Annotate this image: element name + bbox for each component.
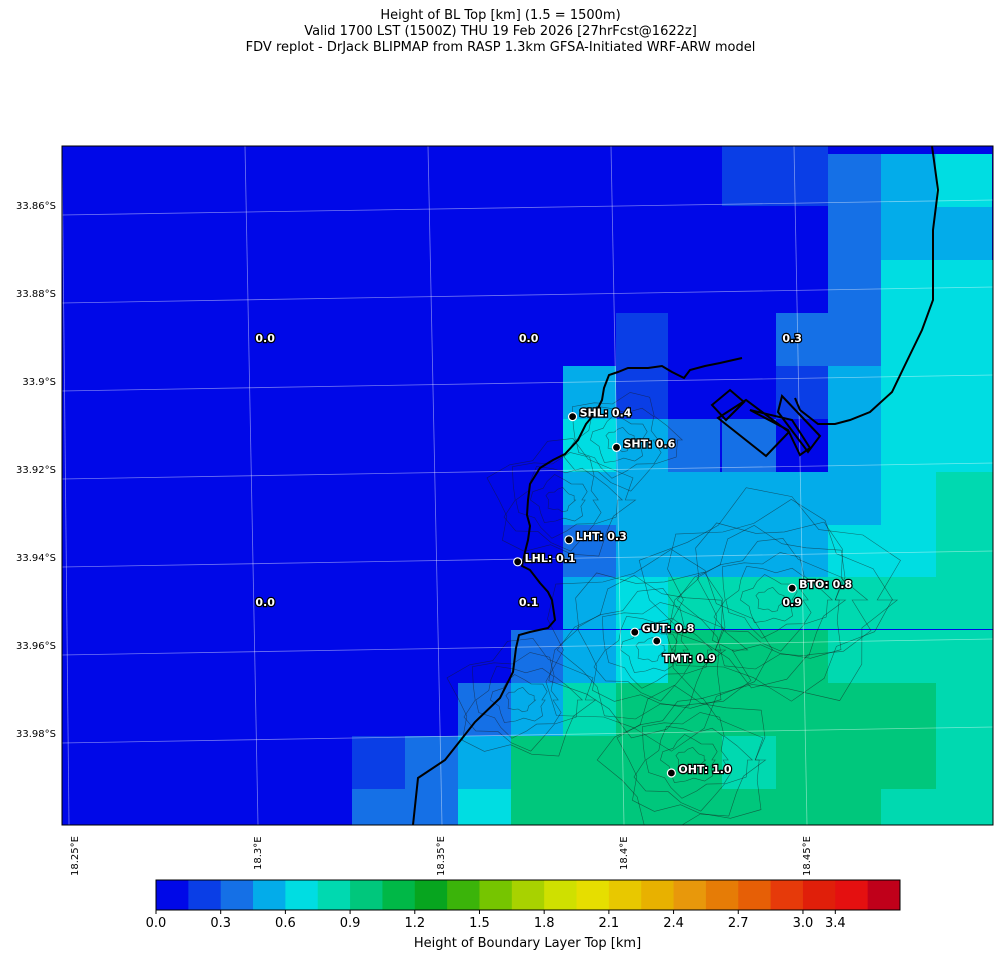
lat-label: 33.98°S: [16, 729, 56, 740]
colorbar-tick-label: 2.1: [598, 916, 620, 931]
colorbar-tick-label: 2.4: [663, 916, 684, 931]
colorbar-tick-label: 1.2: [404, 916, 426, 931]
station-label: OHT: 1.0: [678, 763, 732, 776]
lat-label: 33.9°S: [22, 377, 56, 388]
grid-value-label: 0.0: [255, 332, 275, 345]
grid-value-label: 0.9: [782, 596, 802, 609]
grid-value-label: 0.0: [519, 332, 539, 345]
station-label: LHT: 0.3: [576, 530, 627, 543]
colorbar-swatch: [835, 880, 869, 910]
colorbar-swatch: [867, 880, 901, 910]
station-label: SHT: 0.6: [623, 437, 675, 450]
colorbar-swatch: [641, 880, 674, 910]
lat-label: 33.86°S: [16, 201, 56, 212]
colorbar-swatch: [350, 880, 383, 910]
grid-value-label: 0.3: [782, 332, 802, 345]
colorbar-swatch: [188, 880, 222, 910]
colorbar-swatch: [802, 880, 836, 910]
station-label: TMT: 0.9: [663, 652, 716, 665]
colorbar-swatch: [673, 880, 707, 910]
colorbar-tick-label: 0.9: [339, 916, 361, 931]
lat-label: 33.88°S: [16, 289, 56, 300]
station-marker: [564, 535, 574, 545]
colorbar-swatch: [608, 880, 642, 910]
lon-label: 18.35°E: [436, 836, 447, 876]
station-labels: 0.0 0.0 0.3 0.0 0.1 0.9 SHL: 0.4 SHT: 0.6 LHT: 0…: [254, 331, 853, 778]
colorbar-swatch: [382, 880, 416, 910]
grid-value-label: 0.0: [255, 596, 275, 609]
colorbar-swatch: [511, 880, 545, 910]
colorbar-swatch: [770, 880, 804, 910]
station-marker: [513, 557, 523, 567]
terrain-contours: [446, 392, 901, 825]
colorbar-swatch: [705, 880, 739, 910]
colorbar-swatch: [253, 880, 286, 910]
colorbar-swatch: [544, 880, 577, 910]
lon-label: 18.3°E: [253, 836, 264, 870]
lon-label: 18.45°E: [802, 836, 813, 876]
colorbar-swatch: [317, 880, 351, 910]
bl-grid-cells: [352, 146, 993, 825]
lon-label: 18.25°E: [70, 836, 81, 876]
station-marker: [611, 442, 622, 452]
coastline: [412, 146, 940, 825]
colorbar-swatch: [738, 880, 772, 910]
colorbar-tick-label: 1.8: [533, 916, 555, 931]
colorbar-swatch: [220, 880, 254, 910]
station-label: LHL: 0.1: [525, 552, 576, 565]
colorbar-swatch: [285, 880, 319, 910]
lat-label: 33.96°S: [16, 641, 56, 652]
graticule: [62, 146, 993, 825]
station-label: GUT: 0.8: [642, 622, 695, 635]
lat-label: 33.92°S: [16, 465, 56, 476]
lat-label: 33.94°S: [16, 553, 56, 564]
station-label: SHL: 0.4: [580, 407, 632, 420]
station-marker: [666, 768, 676, 778]
map-plot-area: [62, 146, 993, 825]
station-label: BTO: 0.8: [799, 578, 852, 591]
colorbar-swatch: [414, 880, 448, 910]
colorbar-swatch: [447, 880, 480, 910]
title-line-2: Valid 1700 LST (1500Z) THU 19 Feb 2026 […: [304, 24, 697, 39]
colorbar: [155, 879, 901, 914]
colorbar-tick-label: 0.3: [210, 916, 232, 931]
station-markers: [513, 412, 797, 778]
colorbar-tick-label: 3.4: [824, 916, 846, 931]
colorbar-tick-label: 3.0: [792, 916, 814, 931]
title-line-1: Height of BL Top [km] (1.5 = 1500m): [380, 8, 621, 23]
station-marker: [567, 412, 578, 422]
station-marker: [652, 636, 662, 646]
colorbar-tick-label: 2.7: [727, 916, 749, 931]
colorbar-tick-label: 0.6: [275, 916, 296, 931]
colorbar-swatch: [156, 880, 189, 910]
colorbar-swatch: [576, 880, 610, 910]
colorbar-label: Height of Boundary Layer Top [km]: [413, 936, 642, 951]
map-frame: [61, 145, 994, 826]
colorbar-tick-label: 1.5: [469, 916, 490, 931]
station-marker: [787, 583, 797, 593]
colorbar-tick-label: 0.0: [145, 916, 167, 931]
lon-label: 18.4°E: [619, 836, 630, 870]
station-marker: [630, 627, 640, 637]
title-line-3: FDV replot - DrJack BLIPMAP from RASP 1.…: [245, 40, 756, 55]
colorbar-swatch: [479, 880, 513, 910]
grid-value-label: 0.1: [519, 596, 539, 609]
